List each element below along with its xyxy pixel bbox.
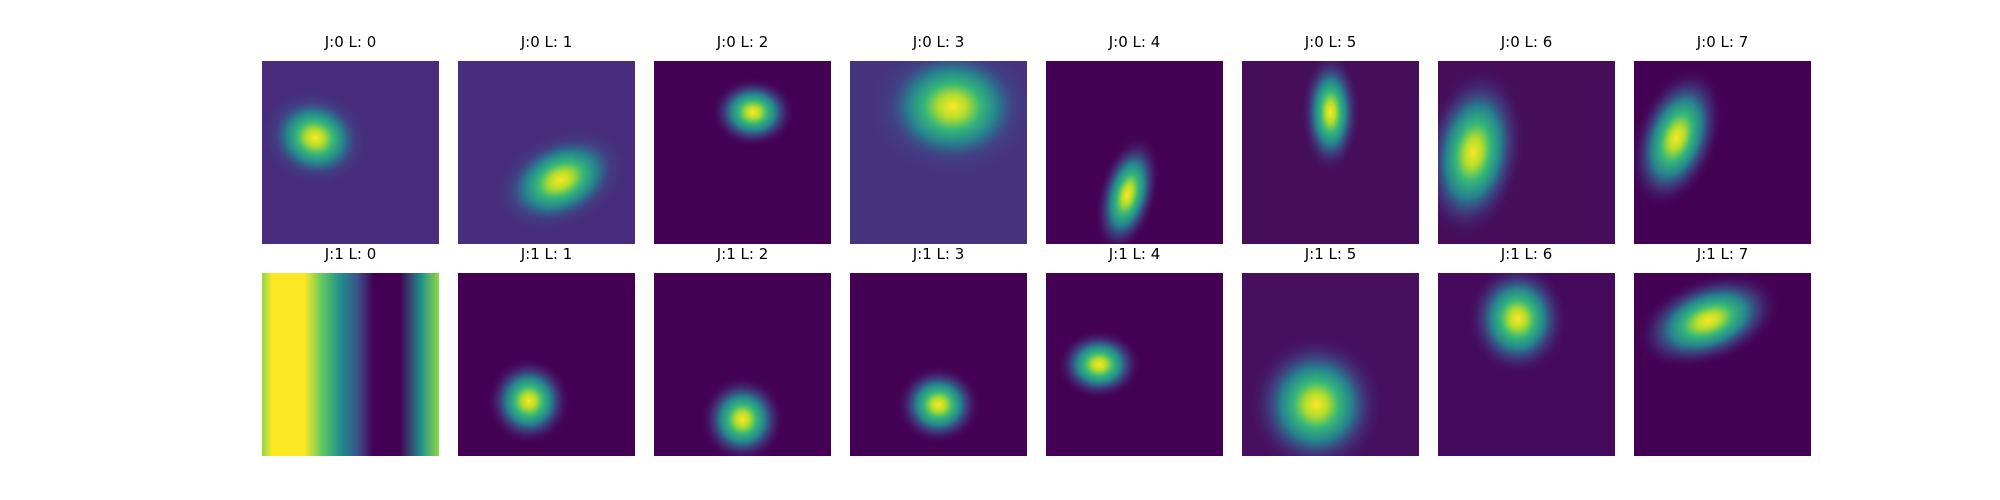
- panel-title: J:0 L: 2: [716, 33, 769, 51]
- panel-title: J:1 L: 4: [1108, 245, 1161, 263]
- panel-title: J:0 L: 6: [1500, 33, 1553, 51]
- panel: J:0 L: 2: [654, 33, 831, 244]
- heatmap-image: [458, 61, 635, 244]
- panel-title: J:0 L: 1: [520, 33, 573, 51]
- heatmap-image: [850, 61, 1027, 244]
- heatmap-image: [1634, 61, 1811, 244]
- panel-title: J:1 L: 2: [716, 245, 769, 263]
- blob: [700, 375, 785, 456]
- blob: [486, 357, 572, 446]
- heatmap-image: [1634, 273, 1811, 456]
- blob: [262, 88, 370, 188]
- panel-title: J:1 L: 3: [912, 245, 965, 263]
- blob: [1438, 65, 1526, 240]
- blob: [1056, 329, 1142, 400]
- panel: J:1 L: 7: [1634, 245, 1811, 456]
- heatmap-image: [458, 273, 635, 456]
- heatmap-image: [1046, 273, 1223, 456]
- panel: J:0 L: 5: [1242, 33, 1419, 244]
- panel: J:1 L: 1: [458, 245, 635, 456]
- blob: [710, 77, 796, 148]
- blob: [1248, 334, 1385, 456]
- blob: [867, 61, 1027, 178]
- heatmap-image: [1242, 61, 1419, 244]
- heatmap-image: [262, 61, 439, 244]
- blob: [1634, 66, 1724, 210]
- panel-title: J:0 L: 3: [912, 33, 965, 51]
- panel-title: J:1 L: 7: [1696, 245, 1749, 263]
- heatmap-image: [654, 273, 831, 456]
- panel: J:1 L: 4: [1046, 245, 1223, 456]
- panel: J:0 L: 4: [1046, 33, 1223, 244]
- heatmap-image: [654, 61, 831, 244]
- blob: [1634, 273, 1782, 370]
- panel: J:1 L: 5: [1242, 245, 1419, 456]
- panel: J:1 L: 6: [1438, 245, 1615, 456]
- blob: [896, 365, 981, 445]
- heatmap-image: [1046, 61, 1223, 244]
- blob: [1094, 134, 1161, 244]
- heatmap-image: [1242, 273, 1419, 456]
- heatmap-image: [850, 273, 1027, 456]
- panel-title: J:0 L: 5: [1304, 33, 1357, 51]
- heatmap-image: [262, 273, 439, 456]
- image-background: [262, 273, 439, 456]
- blob: [492, 126, 630, 234]
- panel-title: J:1 L: 1: [520, 245, 573, 263]
- panel: J:0 L: 1: [458, 33, 635, 244]
- panel: J:0 L: 3: [850, 33, 1027, 244]
- panel-title: J:1 L: 0: [324, 245, 377, 263]
- heatmap-image: [1438, 273, 1615, 456]
- panel: J:0 L: 7: [1634, 33, 1811, 244]
- blob: [1466, 273, 1569, 376]
- heatmap-image: [1438, 61, 1615, 244]
- panel: J:0 L: 6: [1438, 33, 1615, 244]
- panel: J:0 L: 0: [262, 33, 439, 244]
- panel-title: J:0 L: 0: [324, 33, 377, 51]
- panel-title: J:0 L: 7: [1696, 33, 1749, 51]
- panel-title: J:1 L: 6: [1500, 245, 1553, 263]
- panel-title: J:1 L: 5: [1304, 245, 1357, 263]
- panel: J:1 L: 3: [850, 245, 1027, 456]
- blob: [1300, 61, 1361, 174]
- panel: J:1 L: 0: [262, 245, 439, 456]
- panel: J:1 L: 2: [654, 245, 831, 456]
- panel-title: J:0 L: 4: [1108, 33, 1161, 51]
